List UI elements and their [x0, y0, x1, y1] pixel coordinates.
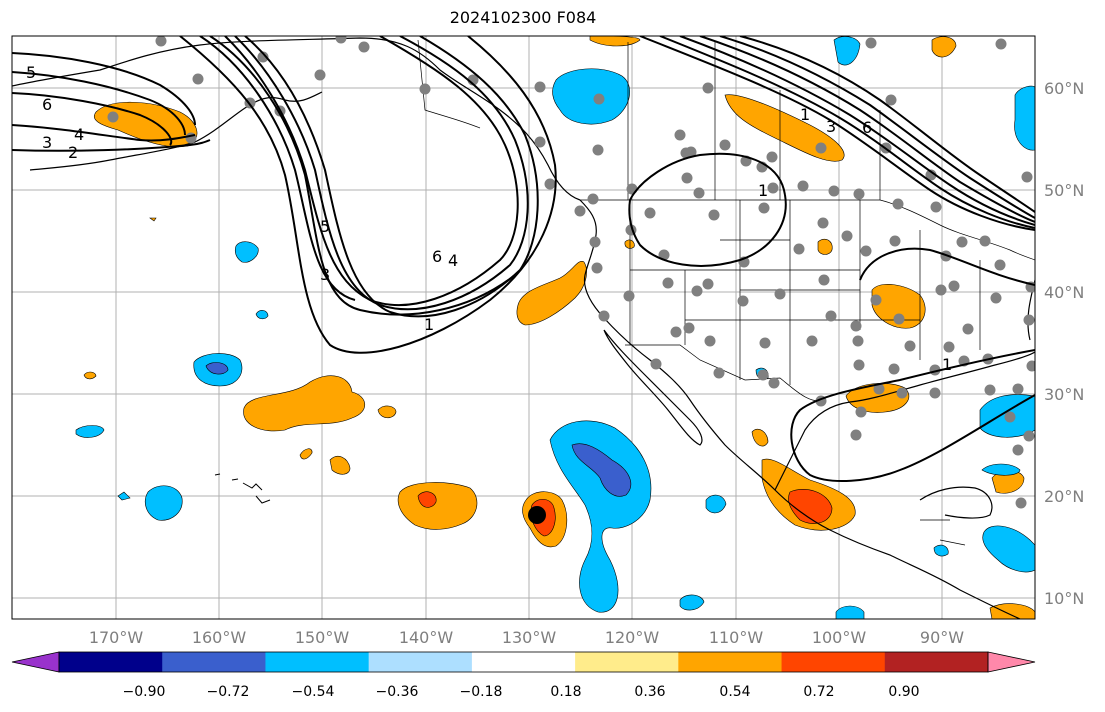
colorbar-tick-label: 0.72 — [803, 684, 834, 700]
positive-anomaly-hawaii-north — [243, 375, 366, 432]
contour-label: 1 — [758, 181, 768, 200]
negative-anomaly-south-of-hawaii — [145, 485, 183, 521]
contour-label: 4 — [448, 251, 458, 270]
colorbar-frame — [58, 651, 989, 673]
colorbar-bin — [368, 652, 473, 672]
colorbar-extend-min — [11, 651, 60, 673]
latitude-labels: 60°N 50°N 40°N 30°N 20°N 10°N — [1044, 79, 1084, 608]
colorbar-bin — [162, 652, 266, 672]
lon-tick-label: 110°W — [709, 628, 764, 647]
map-title: 2024102300 F084 — [449, 8, 597, 27]
contour-labels: 5 6 4 3 2 5 3 6 4 1 1 3 6 1 1 — [26, 63, 952, 374]
contour-label: 6 — [42, 95, 52, 114]
canada-provinces — [627, 42, 881, 200]
colorbar-tick-label: 0.54 — [719, 684, 750, 700]
colorbar-tick-labels: −0.90 −0.72 −0.54 −0.36 −0.18 0.18 0.36 … — [123, 684, 920, 700]
contour-label: 5 — [26, 63, 36, 82]
colorbar-tick-label: 0.90 — [888, 684, 919, 700]
us-canada-border — [580, 199, 1035, 261]
lon-tick-label: 140°W — [399, 628, 454, 647]
lon-tick-label: 150°W — [295, 628, 350, 647]
height-contours — [12, 36, 1035, 483]
gulf-coast — [774, 351, 1035, 491]
alaska-canada-border — [417, 39, 481, 129]
contour-label: 6 — [432, 247, 442, 266]
lat-tick-label: 20°N — [1044, 487, 1084, 506]
lon-tick-label: 100°W — [812, 628, 867, 647]
contour-label: 4 — [74, 125, 84, 144]
contour-label: 6 — [862, 118, 872, 137]
lon-tick-label: 160°W — [192, 628, 247, 647]
colorbar-bin — [575, 652, 679, 672]
colorbar-tick-label: −0.72 — [207, 684, 250, 700]
colorbar-tick-label: −0.54 — [292, 684, 335, 700]
lon-tick-label: 120°W — [605, 628, 660, 647]
colorbar-tick-label: −0.36 — [376, 684, 419, 700]
lon-tick-label: 90°W — [920, 628, 964, 647]
colorbar-tick-label: −0.18 — [460, 684, 503, 700]
lat-tick-label: 50°N — [1044, 181, 1084, 200]
colorbar-tick-label: 0.18 — [550, 684, 581, 700]
aleutian-coast — [29, 91, 323, 171]
colorbar-bin — [471, 652, 576, 672]
us-mexico-border — [625, 344, 826, 402]
colorbar-bin — [884, 652, 989, 672]
lon-tick-label: 170°W — [89, 628, 144, 647]
lat-tick-label: 10°N — [1044, 589, 1084, 608]
contour-label: 1 — [800, 105, 810, 124]
storm-center-marker — [528, 506, 546, 524]
positive-anomaly-canada — [724, 94, 845, 162]
colorbar — [11, 651, 1036, 673]
contour-label: 5 — [320, 217, 330, 236]
positive-anomaly-southern-plains — [871, 283, 926, 329]
map-frame — [11, 35, 1036, 620]
central-america-borders — [920, 519, 966, 546]
yucatan — [919, 486, 993, 519]
colorbar-bin — [59, 652, 163, 672]
hawaiian-islands — [214, 473, 271, 504]
positive-anomaly-west-of-mexico — [397, 482, 478, 530]
lat-tick-label: 30°N — [1044, 385, 1084, 404]
negative-anomaly-alaska-interior — [552, 68, 631, 125]
us-states — [629, 200, 981, 385]
lat-tick-label: 40°N — [1044, 283, 1084, 302]
negative-anomaly-baja-trough — [549, 420, 652, 613]
colorbar-bin — [781, 652, 886, 672]
contour-label: 3 — [42, 133, 52, 152]
positive-anomaly-california — [516, 261, 587, 326]
west-coast — [579, 199, 1021, 619]
contour-label: 1 — [942, 355, 952, 374]
lon-tick-label: 130°W — [502, 628, 557, 647]
observation-stations — [107, 36, 1035, 509]
anomaly-shading — [75, 36, 1035, 619]
colorbar-bin — [678, 652, 783, 672]
contour-label: 2 — [68, 143, 78, 162]
baja-california — [603, 329, 703, 446]
lat-tick-label: 60°N — [1044, 79, 1084, 98]
contour-label: 3 — [826, 117, 836, 136]
colorbar-tick-label: 0.36 — [634, 684, 665, 700]
contour-label: 3 — [320, 265, 330, 284]
longitude-labels: 170°W 160°W 150°W 140°W 130°W 120°W 110°… — [89, 628, 964, 647]
borders — [417, 39, 1035, 546]
colorbar-tick-label: −0.90 — [123, 684, 166, 700]
contour-label: 1 — [424, 315, 434, 334]
colorbar-bin — [265, 652, 370, 672]
colorbar-extend-max — [987, 651, 1036, 673]
